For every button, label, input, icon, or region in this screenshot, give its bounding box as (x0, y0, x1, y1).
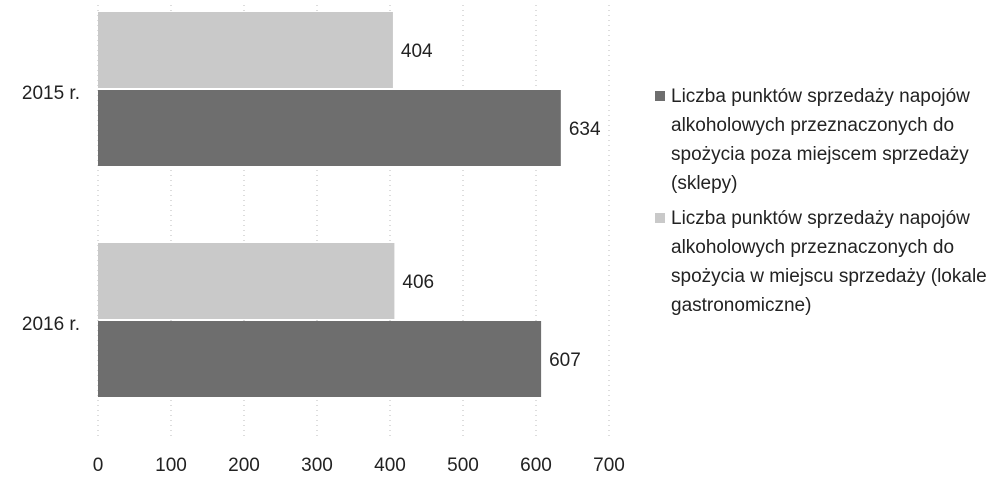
legend-label: Liczba punktów sprzedaży napojów alkohol… (671, 86, 970, 194)
legend-label: Liczba punktów sprzedaży napojów alkohol… (671, 208, 987, 316)
x-tick-label: 100 (155, 455, 187, 476)
bar (98, 243, 395, 319)
legend: Liczba punktów sprzedaży napojów alkohol… (655, 82, 990, 326)
x-tick-label: 700 (593, 455, 625, 476)
value-label: 607 (549, 350, 581, 371)
y-tick-label: 2015 r. (22, 83, 80, 104)
legend-swatch (655, 91, 665, 101)
x-tick-label: 600 (520, 455, 552, 476)
bar (98, 90, 561, 166)
x-tick-label: 500 (447, 455, 479, 476)
y-tick-label: 2016 r. (22, 314, 80, 335)
value-label: 634 (569, 119, 601, 140)
bar (98, 12, 393, 88)
chart: 0 100 200 300 400 500 600 700 2015 r. 634 404 2016 … (22, 5, 625, 476)
x-tick-label: 0 (93, 455, 104, 476)
value-label: 404 (401, 41, 433, 62)
legend-swatch (655, 213, 665, 223)
x-tick-label: 200 (228, 455, 260, 476)
legend-item: Liczba punktów sprzedaży napojów alkohol… (655, 82, 990, 198)
value-label: 406 (402, 272, 434, 293)
bar (98, 321, 542, 397)
x-tick-label: 300 (301, 455, 333, 476)
x-tick-label: 400 (374, 455, 406, 476)
legend-item: Liczba punktów sprzedaży napojów alkohol… (655, 204, 990, 320)
